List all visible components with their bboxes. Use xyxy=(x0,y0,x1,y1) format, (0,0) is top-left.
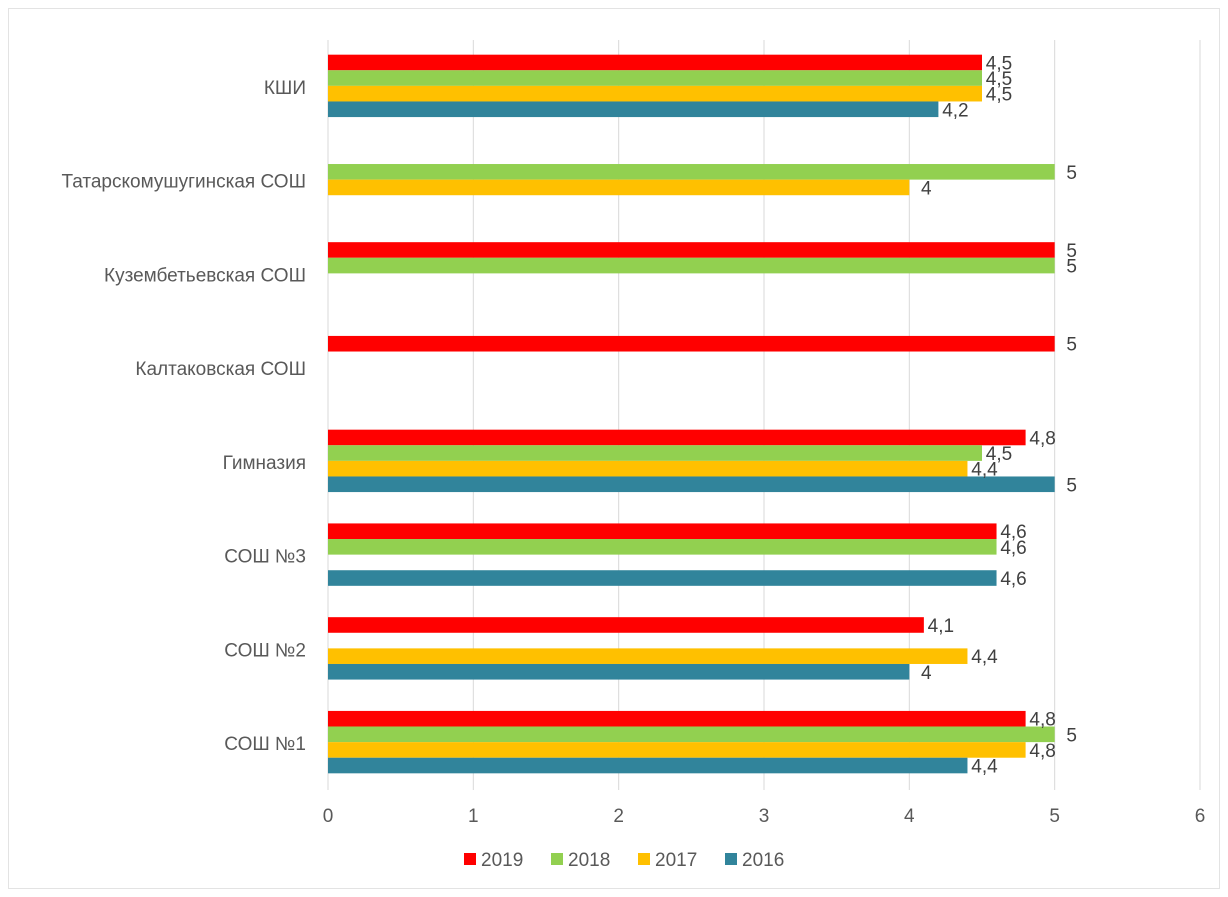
data-label-2016: 4 xyxy=(921,663,932,684)
data-label-2018: 4,5 xyxy=(986,69,1012,90)
data-label-2019: 4,6 xyxy=(1000,522,1026,543)
legend-label-2017: 2017 xyxy=(655,850,697,871)
bar-2018 xyxy=(328,445,982,461)
bars xyxy=(328,54,1055,774)
data-label-2018: 4,5 xyxy=(986,444,1012,465)
legend-label-2018: 2018 xyxy=(568,850,610,871)
bar-2019 xyxy=(328,54,982,71)
data-label-2016: 4,2 xyxy=(942,100,968,121)
category-label: СОШ №2 xyxy=(224,640,306,661)
bar-2019 xyxy=(328,335,1055,352)
category-label: Куземб​етьевская СОШ xyxy=(104,265,306,286)
data-label-2018: 5 xyxy=(1066,163,1077,184)
bar-2018 xyxy=(328,539,997,555)
bar-2019 xyxy=(328,523,997,540)
legend-swatch-2017 xyxy=(638,853,650,865)
bar-2019 xyxy=(328,710,1026,727)
data-label-2019: 5 xyxy=(1066,241,1077,262)
category-label: Гимназия xyxy=(223,453,306,474)
bar-2018 xyxy=(328,70,982,86)
category-label: Татарскомушугинская СОШ xyxy=(61,172,306,193)
x-tick-label: 2 xyxy=(613,806,624,827)
data-label-2018: 5 xyxy=(1066,725,1077,746)
legend-swatch-2018 xyxy=(551,853,563,865)
data-label-2018: 5 xyxy=(1066,257,1077,278)
legend-label-2016: 2016 xyxy=(742,850,784,871)
bar-2017 xyxy=(328,460,968,477)
bar-2019 xyxy=(328,429,1026,446)
bar-2019 xyxy=(328,242,1055,258)
bar-2016 xyxy=(328,663,910,680)
data-label-2017: 4 xyxy=(921,178,932,199)
bar-2018 xyxy=(328,164,1055,180)
data-label-2019: 4,1 xyxy=(928,616,954,637)
data-label-2018: 4,6 xyxy=(1000,538,1026,559)
x-tick-label: 1 xyxy=(468,806,479,827)
x-tick-label: 0 xyxy=(323,806,334,827)
data-labels: 4,54,54,54,2545554,84,54,454,64,64,64,14… xyxy=(921,53,1077,777)
bar-2016 xyxy=(328,757,968,774)
data-label-2016: 5 xyxy=(1066,475,1077,496)
data-label-2017: 4,5 xyxy=(986,85,1012,106)
bar-2017 xyxy=(328,742,1026,758)
bar-2019 xyxy=(328,617,924,633)
data-label-2016: 4,6 xyxy=(1000,569,1026,590)
x-tick-label: 5 xyxy=(1049,806,1060,827)
data-label-2017: 4,4 xyxy=(971,647,998,668)
category-label: КШИ xyxy=(264,78,306,99)
x-tick-label: 3 xyxy=(759,806,770,827)
legend-swatch-2016 xyxy=(725,853,737,865)
bar-2016 xyxy=(328,101,939,118)
bar-2018 xyxy=(328,257,1055,274)
data-label-2017: 4,8 xyxy=(1029,741,1055,762)
data-label-2019: 5 xyxy=(1066,335,1077,356)
category-label: СОШ №3 xyxy=(224,547,306,568)
legend-swatch-2019 xyxy=(464,853,476,865)
category-label: СОШ №1 xyxy=(224,734,306,755)
data-label-2019: 4,5 xyxy=(986,53,1012,74)
bar-2017 xyxy=(328,648,968,664)
category-axis: КШИ Татарскомушугинская СОШ Куземб​етьевск… xyxy=(61,78,306,755)
bar-2016 xyxy=(328,476,1055,493)
data-label-2017: 4,4 xyxy=(971,460,998,481)
category-label: Калтаковская СОШ xyxy=(135,359,306,380)
bar-2016 xyxy=(328,570,997,586)
data-label-2016: 4,4 xyxy=(971,757,998,778)
bar-2018 xyxy=(328,726,1055,743)
data-label-2019: 4,8 xyxy=(1029,428,1055,449)
legend: 2019 2018 2017 2016 xyxy=(464,850,784,871)
x-tick-label: 6 xyxy=(1195,806,1206,827)
bar-2017 xyxy=(328,85,982,102)
legend-label-2019: 2019 xyxy=(481,850,523,871)
data-label-2019: 4,8 xyxy=(1029,710,1055,731)
x-tick-label: 4 xyxy=(904,806,915,827)
bar-2017 xyxy=(328,179,910,196)
value-axis: 0 1 2 3 4 5 6 xyxy=(323,806,1206,827)
